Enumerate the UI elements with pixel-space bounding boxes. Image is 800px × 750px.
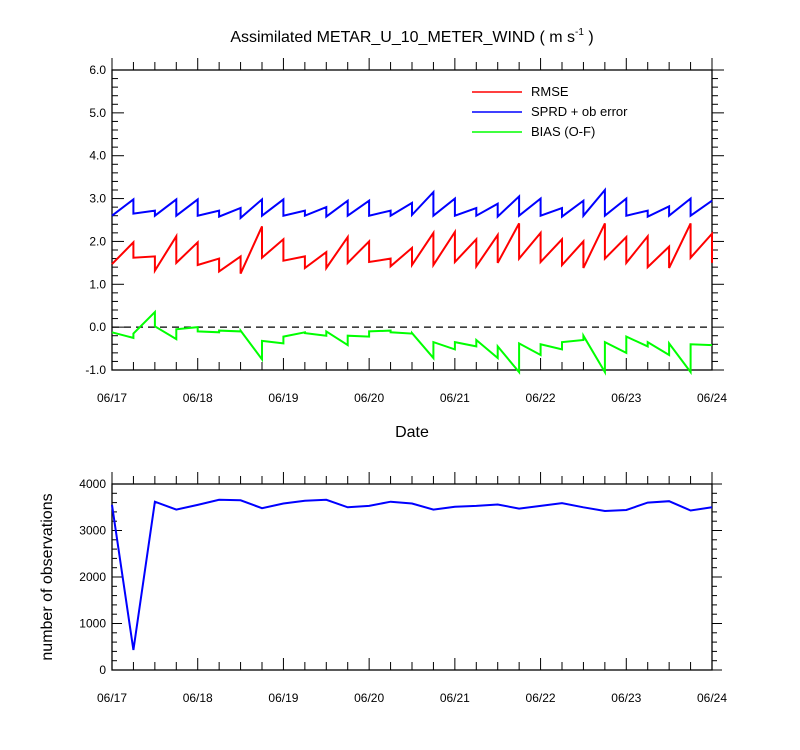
y-tick-label: 5.0 [89,106,106,120]
chart-title: Assimilated METAR_U_10_METER_WIND ( m s-… [230,27,593,46]
x-tick-label: 06/20 [354,391,384,405]
bottom-y-tick-labels: 0 1000 2000 3000 4000 [79,477,106,677]
y-tick-label: 0 [99,663,106,677]
top-chart: Assimilated METAR_U_10_METER_WIND ( m s-… [85,27,727,441]
legend-label-sprd: SPRD + ob error [531,104,628,119]
y-tick-label: 1.0 [89,277,106,291]
x-tick-label: 06/21 [440,391,470,405]
y-tick-label: 3000 [79,524,106,538]
legend-label-bias: BIAS (O-F) [531,124,595,139]
x-tick-label: 06/20 [354,691,384,705]
x-tick-label: 06/17 [97,691,127,705]
x-tick-label: 06/19 [268,691,298,705]
series-line-1 [111,187,713,221]
legend: RMSE SPRD + ob error BIAS (O-F) [472,84,628,139]
top-y-tick-labels: -1.0 0.0 1.0 2.0 3.0 4.0 5.0 6.0 [85,63,106,377]
bottom-tick-marks [111,472,722,671]
x-tick-label: 06/21 [440,691,470,705]
bottom-plot-frame [111,483,713,671]
x-tick-label: 06/18 [183,391,213,405]
y-tick-label: 0.0 [89,320,106,334]
y-tick-label: 1000 [79,617,106,631]
x-tick-label: 06/24 [697,391,727,405]
y-tick-label: 6.0 [89,63,106,77]
x-tick-label: 06/23 [611,691,641,705]
top-x-tick-labels: 06/17 06/18 06/19 06/20 06/21 06/22 06/23 06/24 [97,391,727,405]
x-tick-label: 06/17 [97,391,127,405]
x-axis-title: Date [395,424,429,441]
bottom-x-tick-labels: 06/17 06/18 06/19 06/20 06/21 06/22 06/23 06/24 [97,691,727,705]
y-tick-label: 4.0 [89,149,106,163]
y-tick-label: 4000 [79,477,106,491]
legend-label-rmse: RMSE [531,84,569,99]
y-axis-title-observations: number of observations [39,493,56,660]
y-tick-label: -1.0 [85,363,106,377]
x-tick-label: 06/22 [526,391,556,405]
x-tick-label: 06/19 [268,391,298,405]
top-series-lines [111,187,713,376]
series-line-2 [111,309,713,376]
series-line-0 [111,222,713,275]
series-line-0 [111,498,713,651]
x-tick-label: 06/23 [611,391,641,405]
x-tick-label: 06/18 [183,691,213,705]
y-tick-label: 3.0 [89,192,106,206]
y-tick-label: 2.0 [89,234,106,248]
y-tick-label: 2000 [79,570,106,584]
bottom-series-lines [111,498,713,651]
top-tick-marks [111,58,724,371]
x-tick-label: 06/24 [697,691,727,705]
x-tick-label: 06/22 [526,691,556,705]
